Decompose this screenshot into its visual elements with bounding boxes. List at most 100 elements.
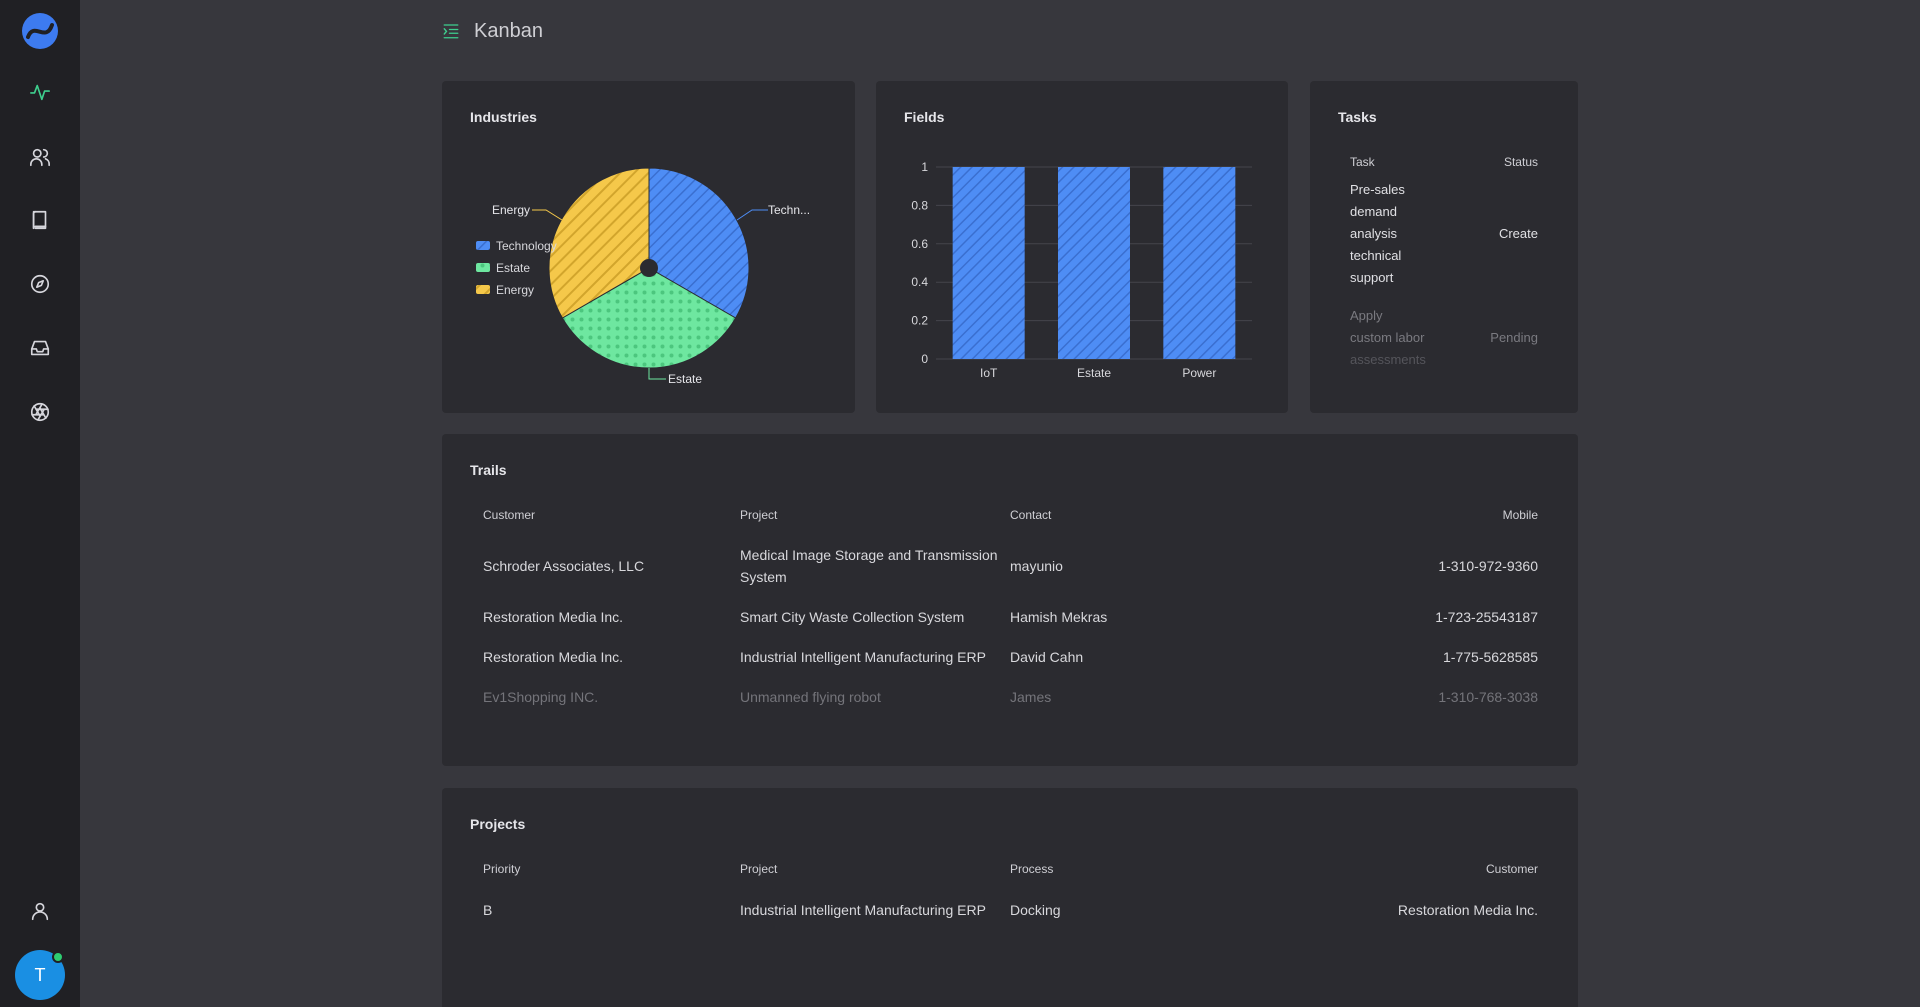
trail-project: Smart City Waste Collection System bbox=[740, 609, 965, 625]
y-tick-label: 0.8 bbox=[911, 198, 928, 212]
pie-label-estate: Estate bbox=[668, 372, 702, 386]
tasks-header-task: Task bbox=[1350, 155, 1375, 169]
aperture-icon bbox=[30, 402, 50, 422]
trail-project: Medical Image Storage and Transmission S… bbox=[740, 544, 1000, 588]
trail-contact: James bbox=[1010, 689, 1052, 705]
fields-card: Fields 0 0.2 0.4 0.6 0.8 1 IoT Estate Power bbox=[876, 81, 1288, 413]
task-name: Apply custom labor assessments bbox=[1350, 305, 1450, 371]
industries-pie-chart: Techn... Estate Energy Technology Estate… bbox=[476, 167, 810, 386]
trails-header-mobile: Mobile bbox=[1502, 508, 1538, 522]
avatar[interactable]: T bbox=[15, 950, 65, 1000]
pie-leader-energy bbox=[532, 209, 563, 221]
legend-label-estate[interactable]: Estate bbox=[496, 261, 530, 275]
trail-mobile: 1-310-972-9360 bbox=[1438, 558, 1538, 574]
legend-swatch-energy[interactable] bbox=[476, 285, 490, 294]
legend-swatch-estate[interactable] bbox=[476, 263, 490, 272]
trail-project-line: Medical Image Storage and Transmission bbox=[740, 547, 998, 563]
fields-bar-chart: 0 0.2 0.4 0.6 0.8 1 IoT Estate Power bbox=[911, 160, 1252, 380]
pie-label-energy: Energy bbox=[492, 203, 530, 217]
projects-header-process: Process bbox=[1010, 862, 1054, 876]
pie-label-technology: Techn... bbox=[768, 203, 810, 217]
bar-iot[interactable] bbox=[952, 167, 1025, 359]
task-name-line: Apply bbox=[1350, 308, 1383, 323]
trail-mobile: 1-723-25543187 bbox=[1435, 609, 1538, 625]
users-icon bbox=[30, 148, 50, 167]
project-name: Industrial Intelligent Manufacturing ERP bbox=[740, 902, 986, 918]
trail-mobile: 1-310-768-3038 bbox=[1438, 689, 1538, 705]
sidebar-item-book[interactable] bbox=[20, 200, 60, 240]
trails-card: Trails Customer Project Contact Mobile S… bbox=[442, 434, 1578, 766]
pie-leader-technology bbox=[736, 209, 768, 221]
y-tick-label: 0 bbox=[921, 352, 928, 366]
task-name-line: support bbox=[1350, 270, 1394, 285]
trails-header-customer: Customer bbox=[483, 508, 536, 522]
compass-icon bbox=[30, 274, 50, 294]
bar-estate[interactable] bbox=[1058, 167, 1130, 359]
legend-label-energy[interactable]: Energy bbox=[496, 283, 534, 297]
trails-title: Trails bbox=[470, 462, 507, 478]
sidebar-item-inbox[interactable] bbox=[20, 328, 60, 368]
task-name-line: Pre-sales bbox=[1350, 182, 1405, 197]
trail-contact: Hamish Mekras bbox=[1010, 609, 1108, 625]
sidebar-item-compass[interactable] bbox=[20, 264, 60, 304]
fields-title: Fields bbox=[904, 109, 945, 125]
activity-icon bbox=[30, 84, 50, 101]
trail-project: Industrial Intelligent Manufacturing ERP bbox=[740, 649, 986, 665]
project-priority: B bbox=[483, 902, 493, 918]
projects-header-priority: Priority bbox=[483, 862, 521, 876]
task-name-line: analysis bbox=[1350, 226, 1397, 241]
task-status: Create bbox=[1498, 226, 1538, 241]
menu-toggle-icon[interactable] bbox=[442, 22, 460, 40]
pie-slice-technology[interactable] bbox=[648, 167, 750, 319]
trail-contact: David Cahn bbox=[1010, 649, 1084, 665]
book-icon bbox=[32, 210, 47, 230]
inbox-icon bbox=[30, 340, 50, 356]
task-name: Pre-sales demand analysis technical supp… bbox=[1350, 179, 1450, 289]
trails-header-contact: Contact bbox=[1010, 508, 1052, 522]
y-tick-label: 1 bbox=[921, 160, 928, 174]
tasks-title: Tasks bbox=[1338, 109, 1377, 125]
user-icon bbox=[31, 902, 49, 921]
trail-customer: Ev1Shopping INC. bbox=[483, 689, 599, 705]
legend-swatch-technology[interactable] bbox=[476, 241, 490, 250]
trail-mobile: 1-775-5628585 bbox=[1443, 649, 1538, 665]
sidebar-item-activity[interactable] bbox=[20, 72, 60, 112]
sidebar-item-aperture[interactable] bbox=[20, 392, 60, 432]
avatar-initial: T bbox=[34, 964, 46, 985]
x-tick-label: Power bbox=[1182, 366, 1216, 380]
industries-card: Industries Techn... Estate Energy bbox=[442, 81, 855, 413]
legend-label-technology[interactable]: Technology bbox=[496, 239, 557, 253]
trail-customer: Restoration Media Inc. bbox=[483, 649, 624, 665]
x-tick-label: IoT bbox=[980, 366, 998, 380]
task-name-line: custom labor bbox=[1350, 330, 1425, 345]
bar-power[interactable] bbox=[1163, 167, 1236, 359]
x-tick-label: Estate bbox=[1077, 366, 1111, 380]
sidebar: T bbox=[0, 0, 80, 1007]
task-name-line: assessments bbox=[1350, 352, 1426, 367]
trail-contact: mayunio bbox=[1010, 558, 1063, 574]
project-process: Docking bbox=[1010, 902, 1061, 918]
tasks-card: Tasks Task Status Pre-sales demand analy… bbox=[1310, 81, 1578, 413]
trails-header-project: Project bbox=[740, 508, 778, 522]
app-logo[interactable] bbox=[20, 11, 60, 51]
trail-project-line: System bbox=[740, 569, 787, 585]
y-tick-label: 0.6 bbox=[911, 237, 928, 251]
task-name-line: demand bbox=[1350, 204, 1397, 219]
projects-card: Projects Priority Project Process Custom… bbox=[442, 788, 1578, 1007]
sidebar-item-user[interactable] bbox=[20, 891, 60, 931]
page-header: Kanban bbox=[442, 18, 543, 44]
trail-customer: Restoration Media Inc. bbox=[483, 609, 624, 625]
y-tick-label: 0.4 bbox=[911, 275, 928, 289]
trail-customer: Schroder Associates, LLC bbox=[483, 558, 645, 574]
pie-legend: Technology Estate Energy bbox=[476, 239, 557, 297]
y-tick-label: 0.2 bbox=[911, 314, 928, 328]
project-customer: Restoration Media Inc. bbox=[1397, 902, 1538, 918]
page-title: Kanban bbox=[474, 19, 543, 42]
pie-leader-estate bbox=[648, 368, 666, 380]
projects-header-project: Project bbox=[740, 862, 778, 876]
tasks-header-status: Status bbox=[1503, 155, 1538, 169]
sidebar-item-users[interactable] bbox=[20, 137, 60, 177]
task-status: Pending bbox=[1490, 330, 1538, 345]
pie-slice-energy[interactable] bbox=[548, 167, 650, 319]
trail-project: Unmanned flying robot bbox=[740, 689, 881, 705]
